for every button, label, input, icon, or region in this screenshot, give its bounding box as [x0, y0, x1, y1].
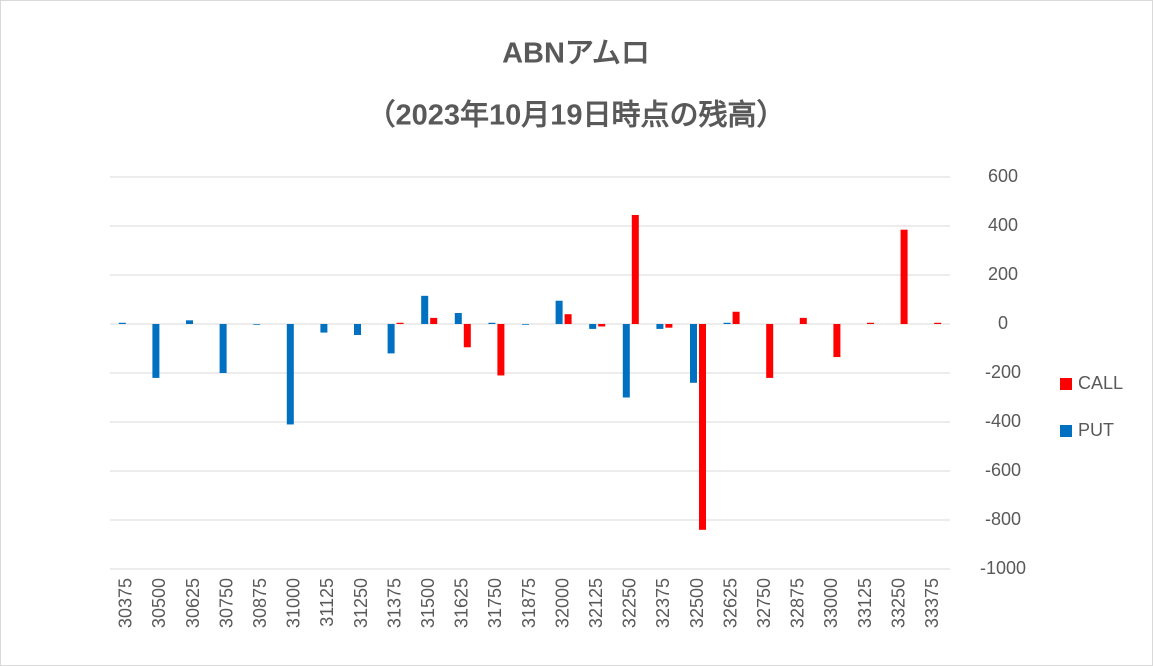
y-tick-label: -800 [985, 509, 1021, 529]
x-tick-label: 30500 [149, 578, 169, 628]
x-tick-label: 32375 [653, 578, 673, 628]
bar [723, 322, 731, 324]
x-tick-label: 31875 [519, 578, 539, 628]
chart-title: ABNアムロ [502, 38, 650, 70]
x-tick-label: 30750 [216, 578, 236, 628]
legend-label: CALL [1078, 373, 1123, 393]
bar [622, 324, 630, 398]
bar [186, 320, 193, 324]
x-tick-label: 32125 [586, 578, 606, 628]
bar [900, 229, 908, 324]
x-tick-label: 32500 [687, 578, 707, 628]
bar [656, 324, 664, 329]
bar [354, 324, 361, 336]
x-tick-label: 30625 [183, 578, 203, 628]
bar [387, 324, 395, 354]
x-tick-label: 31500 [418, 578, 438, 628]
bar [118, 322, 126, 324]
bar [631, 214, 639, 324]
bar [766, 324, 774, 378]
x-tick-label: 31250 [351, 578, 371, 628]
bar [799, 317, 807, 324]
bar [934, 322, 942, 324]
x-tick-label: 33000 [821, 578, 841, 628]
x-tick-label: 33375 [922, 578, 942, 628]
legend-label: PUT [1078, 420, 1114, 440]
bar [699, 324, 706, 530]
bar [286, 324, 294, 425]
x-tick-label: 30375 [116, 578, 136, 628]
x-tick-label: 31750 [485, 578, 505, 628]
y-tick-label: -200 [985, 362, 1021, 382]
x-tick-label: 33125 [855, 578, 875, 628]
x-tick-label: 31125 [317, 578, 337, 627]
y-tick-label: 200 [988, 264, 1018, 284]
bar [589, 324, 597, 329]
bar [454, 312, 462, 324]
bar [598, 324, 606, 327]
bar [152, 324, 160, 378]
legend-swatch [1060, 378, 1072, 390]
bar [253, 324, 261, 325]
bar [867, 322, 874, 324]
bar [665, 324, 673, 328]
legend-swatch [1060, 425, 1072, 437]
bar [396, 322, 404, 324]
x-tick-label: 32875 [788, 578, 808, 628]
x-tick-label: 32000 [552, 578, 572, 628]
bar [497, 324, 505, 376]
y-tick-label: 400 [988, 215, 1018, 235]
bar [219, 324, 227, 373]
x-tick-label: 31625 [452, 578, 472, 628]
bar [732, 311, 740, 324]
bar [463, 324, 471, 348]
x-tick-label: 33250 [888, 578, 908, 628]
y-tick-label: -1000 [980, 558, 1026, 578]
bar [564, 314, 572, 324]
x-tick-label: 31000 [284, 578, 304, 628]
bar [690, 324, 697, 383]
bar [833, 324, 841, 358]
x-tick-label: 32625 [720, 578, 740, 628]
y-tick-label: 0 [998, 313, 1008, 333]
x-tick-label: 30875 [250, 578, 270, 628]
bar [522, 324, 529, 325]
x-tick-label: 32750 [754, 578, 774, 628]
y-tick-label: 600 [988, 166, 1018, 186]
y-tick-label: -400 [985, 411, 1021, 431]
bar [488, 322, 496, 324]
x-tick-label: 32250 [620, 578, 640, 628]
bar [320, 324, 328, 333]
bar [430, 317, 438, 324]
chart-subtitle: （2023年10月19日時点の残高） [366, 98, 785, 132]
bar [555, 300, 563, 324]
y-tick-label: -600 [985, 460, 1021, 480]
bar [421, 295, 429, 324]
x-tick-label: 31375 [384, 578, 404, 628]
